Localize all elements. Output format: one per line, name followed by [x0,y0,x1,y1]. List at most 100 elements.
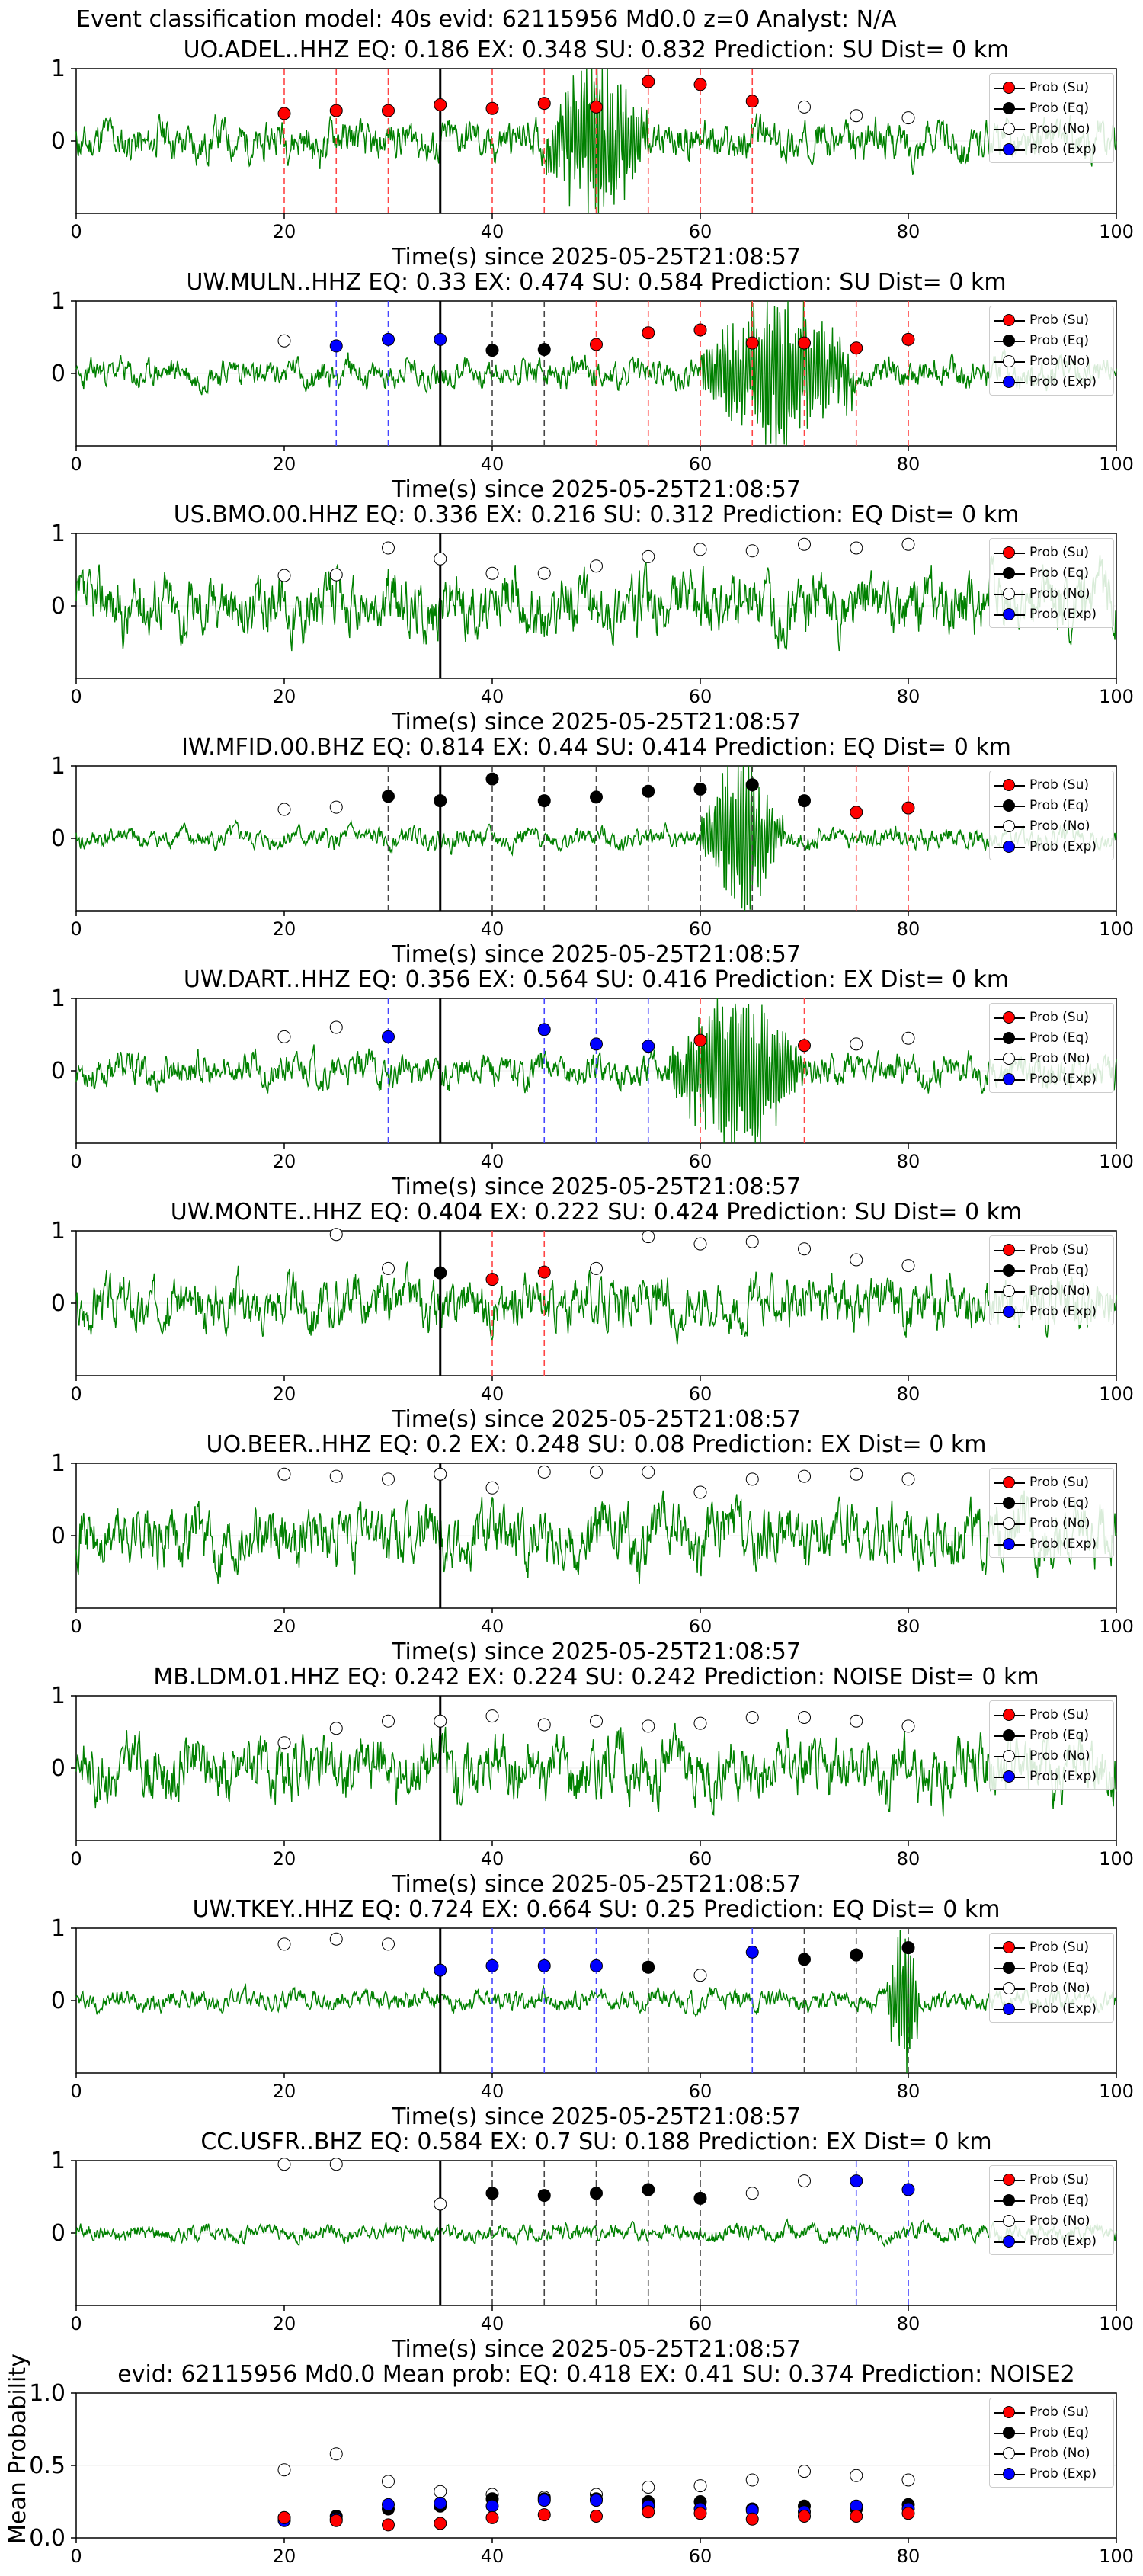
legend-swatch [994,607,1025,621]
mean-prob-marker-noise [382,2475,395,2488]
prob-marker-noise [901,1031,915,1045]
legend-label: Prob (Exp) [1029,373,1097,389]
legend-item: Prob (No) [994,2443,1109,2463]
prob-marker-eq [434,794,447,808]
prob-marker-exp [434,332,447,346]
legend-item: Prob (Eq) [994,562,1109,583]
mean-prob-marker-su [642,2505,655,2519]
prob-marker-eq [693,2191,707,2205]
waveform-trace [75,1722,1117,1817]
legend-label: Prob (Su) [1029,1242,1089,1258]
legend-marker [1003,354,1015,367]
x-tick-label: 40 [481,1151,504,1172]
prob-marker-su [642,326,655,340]
legend: Prob (Su) Prob (Eq) Prob (No) Prob (Exp) [989,2165,1114,2255]
legend: Prob (Su) Prob (Eq) Prob (No) Prob (Exp) [989,306,1114,396]
y-tick-label: 0 [51,128,66,155]
legend-swatch [994,1052,1025,1065]
prob-marker-eq [537,2189,551,2203]
mean-prob-marker-noise [693,2479,707,2493]
y-tick-label: 1 [51,1683,66,1709]
legend: Prob (Su) Prob (Eq) Prob (No) Prob (Exp) [989,1003,1114,1093]
prob-marker-noise [693,543,707,556]
legend-swatch [994,1264,1025,1277]
legend-item: Prob (Eq) [994,1027,1109,1048]
legend-marker [1003,143,1015,155]
prob-marker-exp [590,1959,603,1972]
prob-marker-su [693,1033,707,1047]
x-tick-label: 20 [273,221,296,242]
x-tick-label: 20 [273,918,296,940]
mean-prob-marker-noise [901,2473,915,2487]
station-panel: UW.MONTE..HHZ EQ: 0.404 EX: 0.222 SU: 0.… [0,1199,1143,1433]
prob-marker-noise [798,100,811,114]
prob-marker-noise [850,541,863,555]
legend-marker [1003,607,1015,620]
panel-title: US.BMO.00.HHZ EQ: 0.336 EX: 0.216 SU: 0.… [173,501,1020,528]
x-tick-label: 60 [689,1151,712,1172]
legend-item: Prob (Exp) [994,1533,1109,1554]
legend-item: Prob (Exp) [994,1069,1109,1089]
prob-marker-su [901,801,915,815]
station-waveform-chart: 0 20 40 60 80 100 0 1 [51,521,1134,707]
mean-prob-marker-su [277,2510,291,2524]
legend-swatch [994,840,1025,854]
station-waveform-chart: 0 20 40 60 80 100 0 1 [51,1683,1134,1870]
station-panel: UO.ADEL..HHZ EQ: 0.186 EX: 0.348 SU: 0.8… [0,37,1143,271]
prob-marker-noise [329,1228,343,1242]
legend-swatch [994,1031,1025,1045]
x-tick-label: 20 [273,2313,296,2334]
x-tick-label: 60 [689,686,712,707]
waveform-trace [75,1490,1117,1584]
y-tick-label: 1 [51,288,66,315]
legend-item: Prob (No) [994,583,1109,604]
prob-marker-noise [590,559,603,573]
station-panel: MB.LDM.01.HHZ EQ: 0.242 EX: 0.224 SU: 0.… [0,1664,1143,1898]
mean-prob-marker-su [798,2510,811,2523]
x-axis-label: Time(s) since 2025-05-25T21:08:57 [392,244,801,271]
legend-item: Prob (Exp) [994,139,1109,159]
legend-marker [1003,2446,1015,2459]
prob-marker-su [745,336,759,350]
waveform-trace [75,1261,1117,1345]
x-tick-label: 40 [481,221,504,242]
legend-swatch [994,1517,1025,1530]
legend-label: Prob (Su) [1029,1474,1089,1490]
prob-marker-eq [901,1941,915,1955]
legend-label: Prob (Eq) [1029,565,1089,581]
prob-marker-noise [693,1969,707,1982]
prob-marker-su [642,75,655,88]
legend-swatch [994,1749,1025,1763]
prob-marker-su [798,1039,811,1053]
legend-label: Prob (Su) [1029,2404,1089,2420]
prob-marker-exp [850,2174,863,2188]
y-tick-label: 1 [51,56,66,82]
legend-marker [1003,546,1015,559]
legend: Prob (Su) Prob (Eq) Prob (No) Prob (Exp) [989,538,1114,628]
mean-probability-chart: 0 20 40 60 80 100 0.0 0.5 1.0 [29,2380,1134,2567]
prob-marker-noise [434,1467,447,1481]
legend-label: Prob (Su) [1029,777,1089,793]
legend-swatch [994,1284,1025,1298]
x-tick-label: 100 [1099,918,1134,940]
prob-marker-noise [382,1472,395,1486]
legend-marker [1003,122,1015,135]
prob-marker-su [850,806,863,819]
legend-label: Prob (No) [1029,1980,1090,1996]
legend-label: Prob (No) [1029,585,1090,601]
prob-marker-noise [485,566,499,580]
prob-marker-noise [434,2197,447,2211]
prob-marker-noise [277,1467,291,1481]
legend-label: Prob (Exp) [1029,2233,1097,2249]
legend-swatch [994,2467,1025,2481]
legend-swatch [994,2446,1025,2460]
legend-swatch [994,143,1025,156]
x-tick-label: 100 [1099,1383,1134,1405]
station-panel: UW.TKEY..HHZ EQ: 0.724 EX: 0.664 SU: 0.2… [0,1896,1143,2130]
legend: Prob (Su) Prob (Eq) Prob (No) Prob (Exp) [989,73,1114,163]
legend-label: Prob (No) [1029,2212,1090,2228]
panel-title: MB.LDM.01.HHZ EQ: 0.242 EX: 0.224 SU: 0.… [153,1664,1039,1690]
summary-panel: evid: 62115956 Md0.0 Mean prob: EQ: 0.41… [0,2353,1143,2567]
legend-marker [1003,799,1015,812]
legend-item: Prob (Eq) [994,795,1109,815]
